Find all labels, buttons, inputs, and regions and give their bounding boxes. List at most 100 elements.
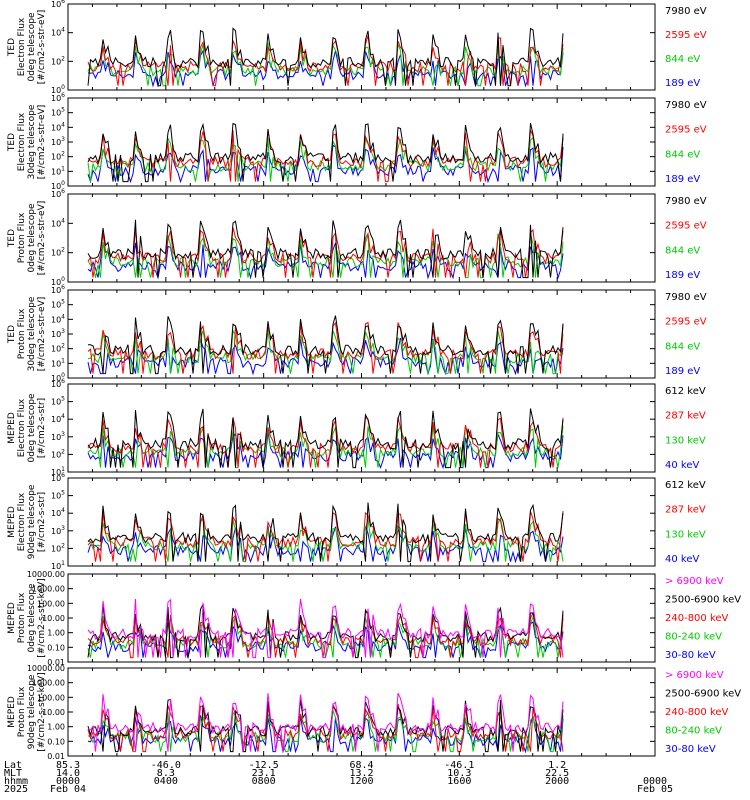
panel-frame — [67, 97, 656, 187]
series-trace — [87, 35, 564, 87]
orbit-row-value: -46.1 — [444, 760, 474, 771]
y-tick-label: 1000.00 — [32, 679, 65, 688]
orbit-row-value: 10.3 — [447, 768, 471, 779]
y-axis-label: MEPEDProton Flux0deg telescope[#/cm2-s-s… — [7, 578, 47, 657]
legend-entry: 844 eV — [665, 149, 700, 160]
y-tick-label: 100 — [51, 276, 65, 287]
y-tick-label: 105 — [51, 299, 65, 310]
y-axis-label-line: 30deg telescope — [27, 296, 37, 371]
orbit-row-value: 1600 — [447, 776, 471, 787]
series-trace — [87, 416, 564, 468]
y-axis-label-line: Electron Flux — [17, 112, 27, 171]
y-tick-label: 101 — [51, 165, 65, 176]
series-trace — [87, 219, 564, 279]
legend-entry: 189 eV — [665, 78, 700, 89]
y-tick-label: 102 — [51, 542, 65, 553]
y-tick-label: 106 — [51, 92, 65, 103]
orbit-row-value: 2000 — [545, 776, 569, 787]
series-trace — [87, 598, 564, 659]
y-tick-label: 0.10 — [47, 643, 65, 652]
y-tick-label: 102 — [51, 55, 65, 66]
legend-entry: 40 keV — [665, 554, 699, 565]
y-tick-label: 106 — [51, 188, 65, 199]
legend-entry: 2500-6900 keV — [665, 595, 741, 606]
y-axis-label-line: Electron Flux — [17, 17, 27, 76]
y-axis-label-line: 0deg telescope — [27, 583, 37, 653]
legend-entry: 30-80 keV — [665, 650, 716, 661]
y-axis-label-line: Proton Flux — [17, 592, 27, 643]
legend-entry: 240-800 keV — [665, 613, 729, 624]
orbit-row-value: -12.5 — [249, 760, 279, 771]
panel-frame — [67, 289, 656, 379]
y-tick-label: 106 — [51, 472, 65, 483]
y-tick-label: 10.00 — [42, 614, 65, 623]
y-tick-label: 102 — [51, 247, 65, 258]
orbit-row-value: 0000 — [56, 776, 80, 787]
y-tick-label: 1.00 — [47, 629, 65, 638]
y-axis-label-line: MEPED — [7, 506, 17, 538]
panel-4: 100 101 102 103 104 105 106 TEDProton Flux30deg… — [7, 284, 707, 383]
orbit-row-value: 22.5 — [545, 768, 569, 779]
orbit-row-value: -46.0 — [151, 760, 181, 771]
series-trace — [87, 502, 564, 563]
orbit-row-value: 0000 — [643, 776, 667, 787]
orbit-row-value: 85.3 — [56, 760, 80, 771]
y-tick-label: 1.00 — [47, 723, 65, 732]
y-tick-label: 100 — [51, 180, 65, 191]
y-axis-label-line: [#/cm2-s-str-keV] — [37, 578, 47, 657]
y-tick-label: 10000.00 — [27, 664, 65, 673]
orbit-row-value: 0800 — [252, 776, 276, 787]
y-axis-label-line: Proton Flux — [17, 212, 27, 263]
series-trace — [87, 27, 564, 87]
series-trace — [87, 525, 564, 564]
legend-entry: 40 keV — [665, 460, 699, 471]
y-axis-label-line: [#/cm2-s-str-keV] — [37, 672, 47, 751]
y-tick-label: 104 — [51, 217, 65, 228]
y-tick-label: 103 — [51, 328, 65, 339]
legend-entry: 844 eV — [665, 245, 700, 256]
y-tick-label: 0.10 — [47, 737, 65, 746]
y-tick-label: 105 — [51, 107, 65, 118]
y-tick-label: 105 — [51, 396, 65, 407]
panel-6: 101 102 103 104 105 106 MEPEDElectron Flux90de… — [7, 472, 706, 571]
legend-entry: 7980 eV — [665, 196, 707, 207]
y-tick-label: 103 — [51, 525, 65, 536]
y-axis-label-line: TED — [7, 229, 17, 248]
y-tick-label: 102 — [51, 151, 65, 162]
y-axis-label-line: TED — [7, 133, 17, 152]
y-tick-label: 101 — [51, 466, 65, 477]
legend-entry: 240-800 keV — [665, 707, 729, 718]
y-axis-label-line: MEPED — [7, 412, 17, 444]
y-tick-label: 10000.00 — [27, 570, 65, 579]
orbit-row-label: hhmm — [4, 776, 28, 787]
y-tick-label: 101 — [51, 560, 65, 571]
series-trace — [87, 710, 564, 753]
panel-8: 0.010.101.0010.00100.001000.0010000.00ME… — [7, 664, 741, 761]
y-axis-label-line: 30deg telescope — [27, 104, 37, 179]
y-axis-label-line: Proton Flux — [17, 308, 27, 359]
y-axis-label: TEDElectron Flux0deg telescope[#/cm2-s-s… — [7, 10, 47, 85]
panel-frame — [67, 667, 656, 757]
y-tick-label: 106 — [51, 0, 65, 9]
panel-5: 101 102 103 104 105 106 MEPEDElectron Flux0deg… — [7, 378, 706, 477]
legend-entry: 7980 eV — [665, 292, 707, 303]
y-tick-label: 100 — [51, 372, 65, 383]
y-axis-label-line: 0deg telescope — [27, 203, 37, 273]
y-axis-label: TEDElectron Flux30deg telescope[#/cm2-s-… — [7, 104, 47, 179]
y-axis-label-line: [#/cm2-s-str-eV] — [37, 201, 47, 276]
y-axis-label: MEPEDElectron Flux0deg telescope[#/cm2-s… — [7, 393, 47, 463]
panel-frame — [67, 3, 656, 91]
legend-entry: 7980 eV — [665, 100, 707, 111]
y-axis-label-line: [#/cm2-s-str-eV] — [37, 297, 47, 372]
panel-3: 100 102 104 106 TEDProton Flux0deg telescope… — [7, 188, 707, 287]
orbit-row-label: MLT — [4, 768, 22, 779]
series-trace — [87, 122, 564, 183]
y-tick-label: 102 — [51, 448, 65, 459]
y-tick-label: 100.00 — [37, 599, 65, 608]
legend-entry: 612 keV — [665, 386, 706, 397]
y-axis-label-line: TED — [7, 38, 17, 57]
legend-entry: 612 keV — [665, 480, 706, 491]
orbit-row-label: 2025 — [4, 784, 28, 795]
legend-entry: 130 keV — [665, 529, 706, 540]
